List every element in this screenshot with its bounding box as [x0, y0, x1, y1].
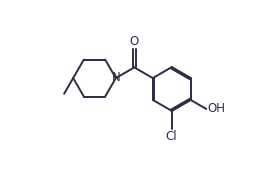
- Text: N: N: [112, 71, 121, 84]
- Text: Cl: Cl: [166, 130, 177, 143]
- Text: O: O: [130, 35, 139, 48]
- Text: OH: OH: [207, 102, 225, 115]
